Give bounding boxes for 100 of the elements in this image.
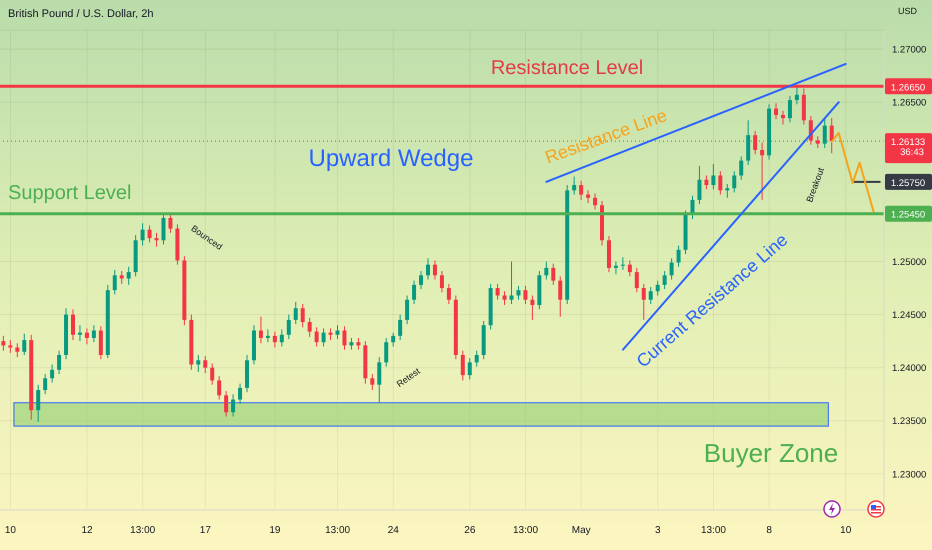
candlestick [140,222,145,246]
candlestick [398,314,402,341]
candlestick [656,280,660,296]
candlestick [112,270,117,295]
candlestick [419,270,424,290]
candlestick [474,350,479,368]
candlestick [391,332,396,347]
candlestick [670,258,674,280]
x-tick-label: 26 [464,525,476,536]
candlestick [258,316,263,344]
x-tick-label: 3 [655,525,661,536]
x-tick-label: 12 [81,525,94,536]
candlestick [432,260,437,280]
candlestick [586,190,590,204]
candlestick [614,261,618,275]
candlestick [224,390,228,418]
candlestick [78,324,82,342]
candlestick [558,276,562,318]
x-tick-label: 17 [200,525,212,536]
candlestick [168,214,172,234]
candlestick [496,283,500,300]
candlestick [446,283,451,304]
candlestick [440,270,444,293]
ref-line-label: 1.26133 [890,137,926,148]
candlestick [774,102,778,120]
candlestick [642,283,646,320]
candlestick [148,224,152,243]
candlestick [384,337,388,368]
candlestick [336,324,340,340]
candlestick [460,350,465,381]
y-tick-label: 1.23000 [892,469,926,480]
candlestick [530,294,534,320]
candlestick [43,374,48,395]
candlestick [203,356,208,374]
candlestick [196,354,200,372]
candlestick [314,326,319,347]
candlestick [92,324,96,343]
annotation: Support Level [8,182,132,204]
candlestick [377,356,382,404]
candlestick [544,261,548,280]
candlestick [426,258,430,280]
candlestick [57,350,62,375]
text: 36:43 [900,147,924,158]
candlestick [36,384,40,422]
ref-line-label: 1.25450 [890,210,926,221]
candlestick [120,270,124,284]
candlestick [572,176,576,196]
x-tick-label: May [572,525,591,536]
annotation: Upward Wedge [308,145,474,172]
y-tick-label: 1.23500 [892,416,926,428]
candlestick [356,337,360,350]
candlestick [405,294,410,325]
candlestick [231,394,236,418]
candlestick [739,156,744,180]
candlestick [697,165,702,205]
candlestick [22,333,26,356]
candlestick [468,358,472,380]
candlestick [8,340,12,354]
candlestick [794,86,799,105]
candlestick [300,303,305,328]
candlestick [822,118,827,148]
ref-line-label: 1.26650 [890,82,926,94]
candlestick [294,301,298,325]
x-tick-label: 24 [388,525,400,536]
candlestick [634,267,639,293]
x-tick-label: 8 [766,525,772,536]
candlestick [238,383,242,404]
candlestick [718,170,722,196]
candlestick [725,183,730,198]
candlestick [676,245,681,268]
candlestick [628,260,632,277]
candlestick [732,170,736,193]
x-tick-label: 10 [4,525,16,536]
chart-title: British Pound / U.S. Dollar, 2h [8,8,154,20]
candlestick [1,335,6,352]
candlestick [516,285,520,300]
candlestick [50,364,54,384]
candlestick [154,232,159,248]
x-tick-label: 19 [269,525,281,536]
candlestick [286,314,291,340]
candlestick [523,285,528,304]
candlestick [593,193,598,210]
candlestick [502,290,507,306]
y-tick-label: 1.26500 [892,98,926,109]
candlestick [370,374,374,390]
candlestick [84,328,89,345]
candlestick [308,317,312,338]
candlestick [126,266,131,286]
candlestick [349,337,354,350]
candlestick [620,256,625,270]
candlestick [328,328,333,341]
candlestick [210,362,214,386]
candlestick [760,142,764,200]
candlestick [272,331,277,348]
candlestick [342,326,346,350]
candlestick [780,110,785,126]
candlestick [322,328,326,347]
y-axis-title: USD [898,6,918,16]
candlestick [510,261,514,304]
candlestick [662,270,667,290]
